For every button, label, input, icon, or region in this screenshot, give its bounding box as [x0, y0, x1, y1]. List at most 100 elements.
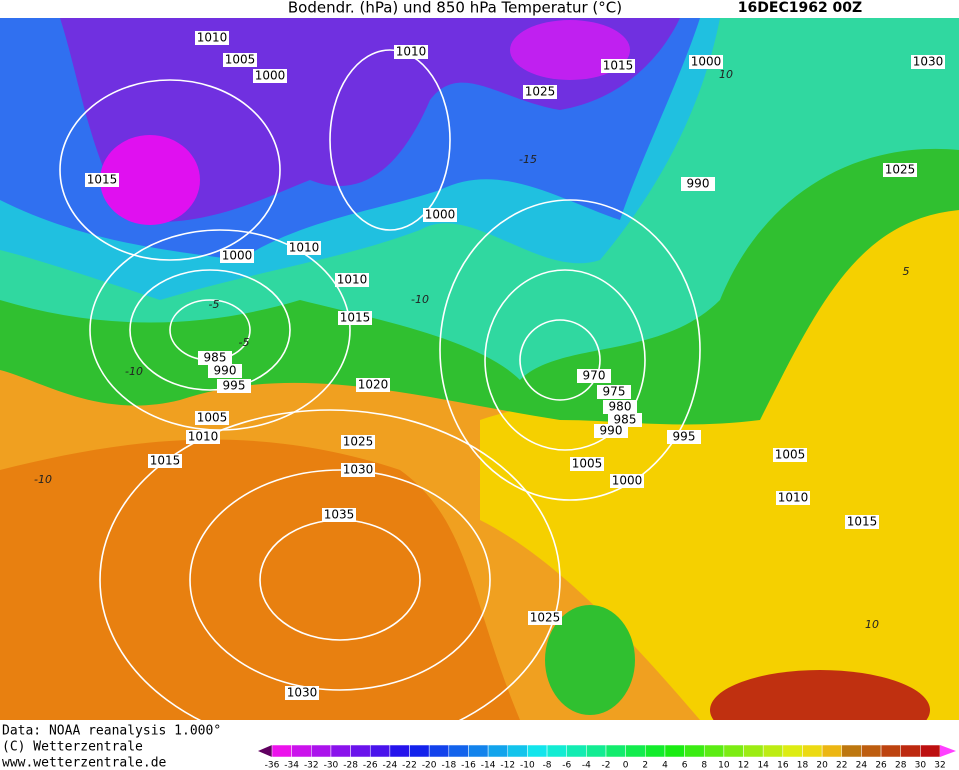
colorbar-swatch [369, 744, 391, 758]
isobar-label-box [603, 400, 637, 414]
isobar-label: 990 [600, 424, 623, 438]
colorbar-tick-label: -28 [343, 761, 358, 770]
colorbar-swatch [802, 744, 823, 758]
isobar-label-box [341, 435, 375, 449]
colorbar-tick-label: -20 [422, 761, 437, 770]
colorbar-tick-label: -16 [461, 761, 476, 770]
colorbar-swatch [841, 744, 862, 758]
region-magenta [100, 135, 200, 225]
isobar-label-box [883, 163, 917, 177]
isobar-label: 980 [609, 400, 632, 414]
isobar-label-box [356, 378, 390, 392]
colorbar-swatch [409, 744, 430, 758]
colorbar-tick-label: -12 [500, 761, 515, 770]
footer-source: Data: NOAA reanalysis 1.000° [2, 724, 221, 739]
isobar-label: 990 [687, 177, 710, 191]
isobar-label-box [577, 369, 611, 383]
colorbar-tick-label: -4 [582, 761, 591, 770]
isobar-label-box [217, 379, 251, 393]
colorbar-swatch [566, 744, 587, 758]
isobar-label-box [689, 55, 723, 69]
isotherm-label: -5 [209, 298, 220, 311]
isobar-label-box [195, 31, 229, 45]
colorbar-tick-label: -10 [520, 761, 535, 770]
colorbar-swatch [291, 744, 312, 758]
isobar-label: 1025 [343, 435, 374, 449]
isobar-label: 1015 [603, 59, 634, 73]
isobar-label: 1005 [572, 457, 603, 471]
colorbar-tick-label: 18 [797, 761, 809, 770]
colorbar-tick-label: 10 [718, 761, 730, 770]
isobar-label: 1000 [425, 208, 456, 222]
isobar-label-box [423, 208, 457, 222]
colorbar-swatch [821, 744, 843, 758]
isobar-label-box [776, 491, 810, 505]
colorbar-tick-label: 4 [662, 761, 668, 770]
isobar-label: 1025 [885, 163, 916, 177]
isobar-label-box [681, 177, 715, 191]
isobar-label-box [528, 611, 562, 625]
isobar-label: 1005 [197, 411, 228, 425]
isobar-label-box [601, 59, 635, 73]
colorbar-swatch [762, 744, 784, 758]
colorbar-tick-label: 22 [836, 761, 847, 770]
isobar-label: 1010 [778, 491, 809, 505]
isobar-label-box [195, 411, 229, 425]
isobar-label-box [338, 311, 372, 325]
isobar-label: 1010 [396, 45, 427, 59]
colorbar-swatch [546, 744, 567, 758]
isobar-label: 1020 [358, 378, 389, 392]
colorbar-tick-label: 2 [642, 761, 648, 770]
isobar-label: 985 [614, 413, 637, 427]
colorbar-swatch [448, 744, 469, 758]
isobar-label: 995 [223, 379, 246, 393]
isobar-label-box [845, 515, 879, 529]
colorbar-swatch [861, 744, 882, 758]
isobar-label-box [198, 351, 232, 365]
isobar-label-box [85, 173, 119, 187]
isobar-label: 1000 [222, 249, 253, 263]
footer-copyright: (C) Wetterzentrale [2, 740, 143, 755]
colorbar-tick-label: -8 [543, 761, 552, 770]
isobar-label-box [570, 457, 604, 471]
isotherm-label: -10 [125, 365, 143, 378]
colorbar-swatch [330, 744, 351, 758]
isobar-label: 1030 [343, 463, 374, 477]
isobar-label: 970 [583, 369, 606, 383]
isobar-label-box [911, 55, 945, 69]
isobar-label-box [594, 424, 628, 438]
colorbar-tick-label: -18 [441, 761, 456, 770]
colorbar-tick-label: 16 [777, 761, 789, 770]
isobar-label: 1000 [612, 474, 643, 488]
colorbar-swatch [468, 744, 489, 758]
isobar-label: 1010 [197, 31, 228, 45]
colorbar-swatch [920, 744, 941, 758]
colorbar-tick-label: -34 [284, 761, 299, 770]
region-magenta [510, 20, 630, 80]
isotherm-label: 5 [903, 265, 910, 278]
isobar-label: 1035 [324, 508, 355, 522]
colorbar-tick-label: -26 [363, 761, 378, 770]
isobar-label: 1000 [255, 69, 286, 83]
isotherm-label: -15 [519, 153, 537, 166]
colorbar-tick-label: 24 [856, 761, 868, 770]
isobar-label: 1030 [287, 686, 318, 700]
footer-url: www.wetterzentrale.de [2, 756, 167, 770]
colorbar-swatch [487, 744, 509, 758]
isobar-label-box [220, 249, 254, 263]
isobar-label-box [341, 463, 375, 477]
isotherm-label: 10 [719, 68, 733, 81]
colorbar-swatch [271, 744, 292, 758]
colorbar-swatch [428, 744, 450, 758]
colorbar-swatch [703, 744, 725, 758]
colorbar-swatch [605, 744, 626, 758]
colorbar-tick-label: -2 [602, 761, 611, 770]
colorbar-swatch [311, 744, 332, 758]
isobar-label: 1025 [525, 85, 556, 99]
colorbar-swatch [625, 744, 646, 758]
isobar-label-box [285, 686, 319, 700]
isobar-label: 1010 [188, 430, 219, 444]
isobar-label-box [610, 474, 644, 488]
colorbar-tick-label: -22 [402, 761, 417, 770]
